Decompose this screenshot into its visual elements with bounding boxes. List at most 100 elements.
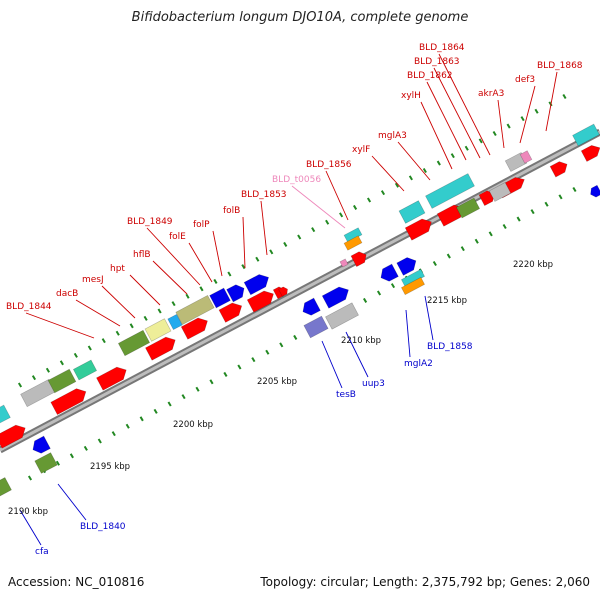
leader-line — [212, 230, 223, 277]
tick-mark-lower — [279, 342, 284, 348]
tick-mark-upper — [17, 382, 23, 388]
gene-label: uup3 — [362, 379, 385, 389]
tick-mark-upper — [562, 93, 567, 99]
tick-mark-lower — [237, 364, 242, 370]
gene-shape — [0, 404, 11, 426]
leader-line — [25, 312, 95, 339]
gene-shape — [580, 145, 600, 162]
tick-mark-lower — [111, 431, 116, 437]
minor-ticks — [17, 93, 577, 481]
kbp-label: 2205 kbp — [257, 377, 297, 387]
gene-feature — [339, 258, 349, 268]
tick-mark-lower — [69, 453, 74, 459]
gene-shape — [455, 197, 481, 219]
tick-mark-lower — [153, 408, 158, 414]
gene-shape — [226, 284, 245, 303]
gene-shape — [0, 424, 26, 449]
tick-mark-upper — [520, 116, 525, 122]
gene-feature — [572, 123, 600, 147]
label-leader-lines — [19, 53, 558, 546]
gene-feature — [278, 286, 288, 297]
gene-feature — [404, 218, 432, 241]
genome-summary-text: Topology: circular; Length: 2,375,792 bp… — [260, 575, 590, 589]
gene-feature — [0, 404, 11, 426]
gene-shape — [32, 435, 51, 454]
gene-shape — [96, 366, 127, 391]
gene-feature — [117, 329, 151, 357]
tick-mark-upper — [129, 323, 134, 329]
gene-feature — [343, 227, 363, 243]
gene-shape — [321, 286, 349, 309]
tick-mark-lower — [363, 297, 368, 303]
tick-mark-lower — [97, 438, 102, 444]
gene-shape — [572, 123, 600, 147]
gene-feature — [50, 388, 87, 416]
gene-feature — [519, 150, 533, 164]
gene-shape — [325, 302, 359, 330]
tick-mark-upper — [339, 212, 344, 218]
gene-feature — [455, 197, 481, 219]
gene-shape — [209, 287, 231, 309]
tick-mark-upper — [422, 167, 427, 173]
gene-feature — [145, 336, 176, 361]
gene-feature — [209, 287, 231, 309]
gene-feature — [243, 274, 269, 296]
gene-feature — [504, 152, 528, 172]
gene-shape — [50, 388, 87, 416]
gene-shape — [519, 150, 533, 164]
leader-line — [188, 242, 213, 283]
tick-mark-upper — [171, 301, 176, 307]
gene-label: dacB — [56, 289, 78, 299]
tick-mark-upper — [408, 175, 413, 181]
gene-shape — [0, 477, 12, 497]
gene-shape — [401, 268, 425, 288]
leader-line — [519, 85, 536, 144]
kbp-labels: 2190 kbp 2195 kbp 2200 kbp 2205 kbp 2210 kbp… — [8, 260, 553, 517]
gene-feature — [96, 366, 127, 391]
leader-line — [433, 67, 481, 159]
tick-mark-upper — [45, 367, 50, 373]
gene-shape — [278, 286, 288, 297]
gene-feature — [0, 424, 26, 449]
tick-mark-lower — [558, 194, 563, 200]
gene-label: mglA2 — [404, 359, 433, 369]
gene-shape — [72, 359, 98, 381]
gene-shape — [144, 318, 172, 342]
gene-feature — [380, 263, 399, 282]
leader-line — [545, 71, 558, 132]
gene-label: mesJ — [82, 275, 104, 285]
tick-mark-lower — [474, 238, 479, 244]
gene-label: BLD_1858 — [427, 342, 473, 352]
leader-line — [260, 200, 268, 256]
gene-shape — [218, 302, 243, 323]
tick-mark-lower — [167, 401, 172, 407]
leader-line — [101, 285, 136, 319]
tick-mark-upper — [73, 352, 78, 358]
gene-label: hflB — [133, 250, 151, 260]
tick-mark-upper — [31, 375, 37, 381]
tick-mark-upper — [492, 130, 497, 136]
gene-shape — [47, 368, 77, 394]
accession-text: Accession: NC_010816 — [8, 575, 145, 589]
tick-mark-upper — [436, 160, 441, 166]
leader-line — [325, 170, 349, 221]
gene-shape — [401, 276, 425, 296]
gene-feature — [396, 257, 417, 276]
tick-mark-upper — [380, 190, 386, 196]
gene-features — [0, 123, 600, 497]
gene-feature — [321, 286, 349, 309]
tick-mark-upper — [311, 227, 316, 233]
gene-shape — [504, 152, 528, 172]
kbp-label: 2195 kbp — [90, 462, 130, 472]
gene-label: BLD_1840 — [80, 522, 126, 532]
kbp-label: 2200 kbp — [173, 420, 213, 430]
kbp-label: 2215 kbp — [427, 296, 467, 306]
tick-mark-upper — [478, 138, 483, 144]
tick-mark-upper — [213, 278, 218, 284]
gene-feature — [180, 317, 208, 340]
tick-mark-lower — [251, 357, 256, 363]
kbp-label: 2210 kbp — [341, 336, 381, 346]
gene-shape — [398, 200, 426, 224]
tick-mark-lower — [195, 386, 200, 392]
gene-label: BLD_1863 — [414, 57, 460, 67]
